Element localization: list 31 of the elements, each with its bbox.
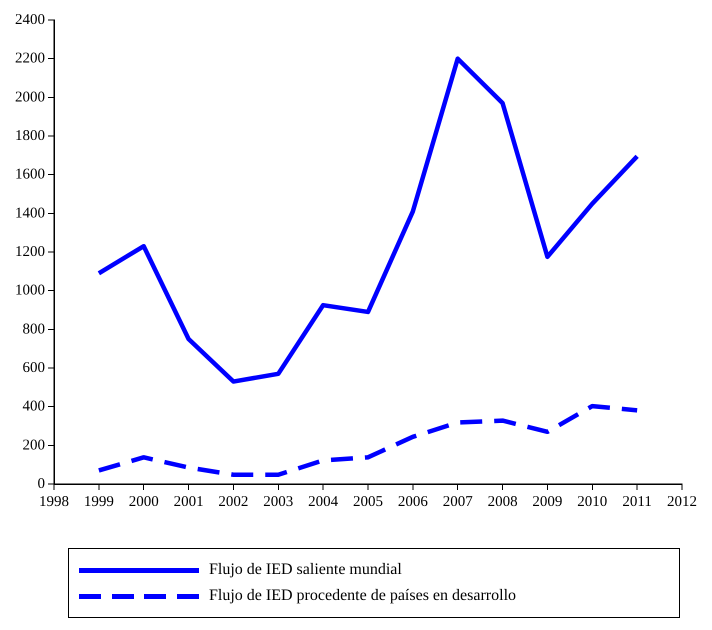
x-tick-label: 2010 [577, 494, 608, 510]
y-tick-label: 0 [38, 476, 45, 492]
y-tick-label: 2200 [15, 50, 45, 67]
legend-label: Flujo de IED saliente mundial [209, 561, 402, 579]
x-tick-label: 2011 [622, 494, 652, 510]
y-tick-label: 1000 [15, 282, 45, 299]
x-tick-label: 2003 [263, 494, 294, 510]
x-tick-label: 2009 [532, 494, 562, 510]
y-tick-label: 1600 [15, 166, 45, 183]
x-tick-label: 2008 [488, 494, 518, 510]
x-tick-label: 2001 [174, 494, 204, 510]
x-tick-label: 2006 [398, 494, 428, 510]
legend-label: Flujo de IED procedente de países en desarrollo [209, 587, 516, 605]
y-tick-label: 1400 [15, 205, 45, 222]
y-tick-label: 2000 [15, 89, 45, 106]
y-tick-label: 1800 [15, 128, 45, 144]
x-tick-label: 1998 [39, 494, 69, 510]
x-tick-label: 2005 [353, 494, 383, 510]
y-tick-label: 200 [22, 437, 45, 454]
y-tick-label: 400 [22, 398, 45, 415]
y-tick-label: 600 [22, 360, 45, 376]
x-tick-label: 1999 [84, 494, 114, 510]
x-tick-label: 2002 [218, 494, 248, 510]
x-tick-label: 2000 [128, 494, 159, 510]
y-tick-label: 1200 [15, 244, 45, 260]
y-tick-label: 2400 [15, 12, 45, 28]
x-tick-label: 2007 [442, 494, 474, 510]
x-tick-label: 2004 [308, 494, 339, 510]
y-tick-label: 800 [22, 321, 45, 338]
line-series [96, 404, 640, 477]
x-tick-label: 2012 [667, 494, 697, 510]
